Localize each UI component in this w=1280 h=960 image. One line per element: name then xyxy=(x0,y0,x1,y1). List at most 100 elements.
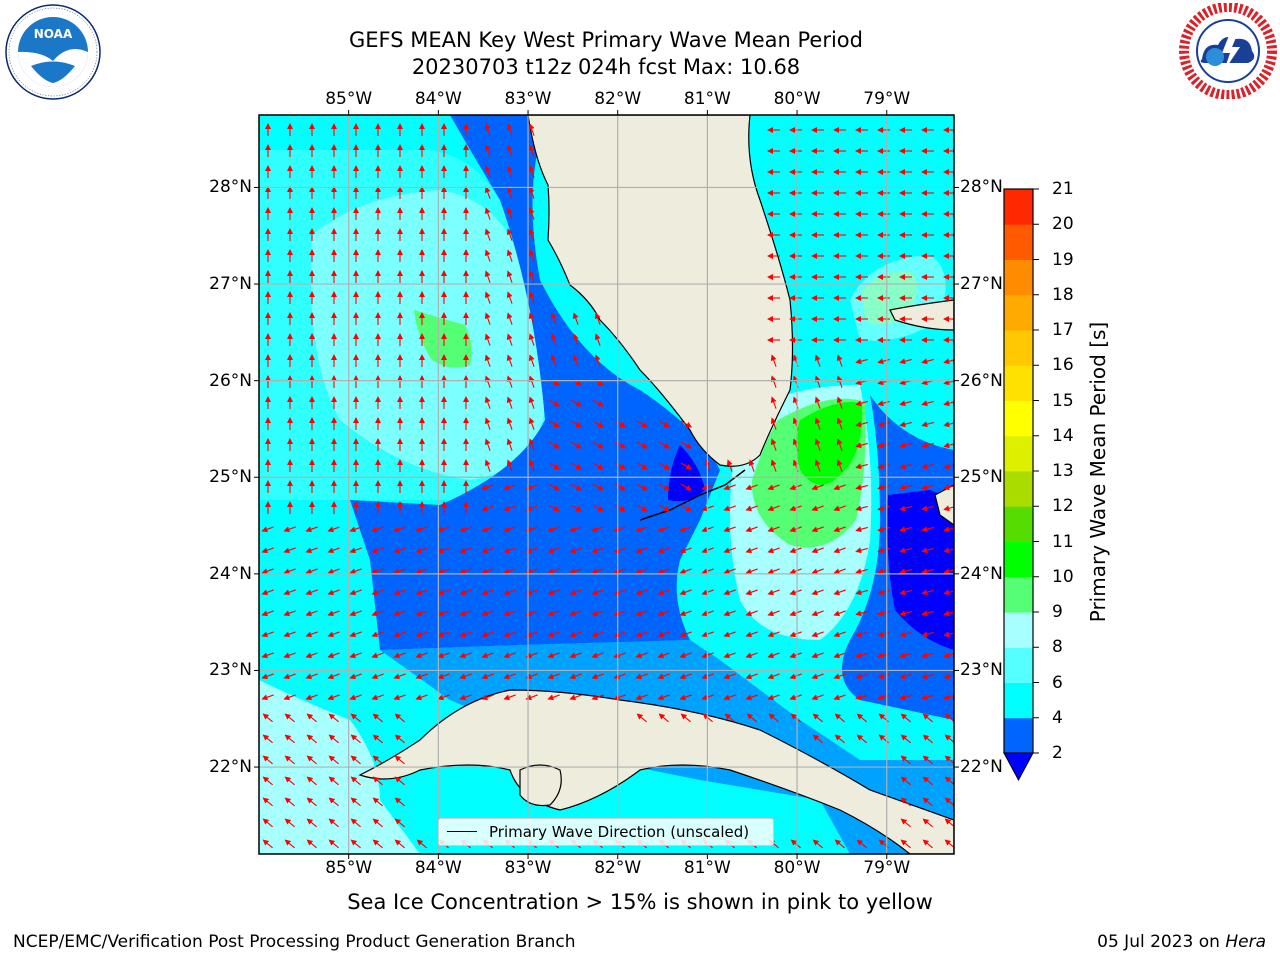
wave-arrow xyxy=(745,631,758,638)
wave-arrow xyxy=(350,713,361,723)
wave-arrow xyxy=(261,652,274,659)
colorbar-tick-label: 20 xyxy=(1052,214,1074,235)
wave-arrow xyxy=(877,442,890,449)
wave-arrow xyxy=(503,610,516,617)
map-tick-marks xyxy=(254,110,959,859)
wave-arrow xyxy=(394,818,405,828)
footer-date: 05 Jul 2023 on Hera xyxy=(1097,932,1266,952)
wave-arrow xyxy=(591,526,604,533)
wave-arrow xyxy=(679,589,692,596)
wave-arrow xyxy=(350,734,361,744)
wave-arrow xyxy=(481,547,494,554)
wave-arrow xyxy=(528,291,535,304)
wave-arrow xyxy=(306,818,317,828)
wave-arrow xyxy=(262,713,273,723)
wave-arrow xyxy=(900,818,911,828)
wave-arrow xyxy=(814,354,821,367)
wave-arrow xyxy=(636,420,649,428)
wave-arrow xyxy=(283,589,296,596)
nws-logo xyxy=(1179,3,1277,99)
colorbar-segment xyxy=(1004,400,1033,437)
wave-arrow xyxy=(790,713,801,723)
wave-arrow xyxy=(789,589,802,596)
wave-arrow xyxy=(921,652,934,659)
wave-arrow xyxy=(349,631,362,638)
wave-arrow xyxy=(328,734,339,744)
wave-arrow xyxy=(658,504,671,512)
wave-arrow xyxy=(836,438,843,451)
wave-arrow xyxy=(833,694,846,701)
wave-arrow xyxy=(657,673,670,680)
tick-label: 25°N xyxy=(209,467,252,488)
wave-arrow xyxy=(283,673,296,680)
colorbar-segment xyxy=(1004,717,1033,754)
contour-10-11s-straits xyxy=(796,402,863,485)
wave-arrow xyxy=(528,228,535,241)
wave-arrow xyxy=(594,333,601,346)
wave-arrow xyxy=(944,797,954,807)
wave-arrow xyxy=(350,755,361,765)
wave-arrow xyxy=(506,396,513,409)
wave-arrow xyxy=(636,483,649,491)
wave-arrow xyxy=(547,526,560,533)
wave-arrow xyxy=(528,144,535,157)
wave-arrow xyxy=(349,568,362,575)
wave-arrow xyxy=(701,484,714,491)
wave-arrow xyxy=(437,589,450,596)
wave-arrow xyxy=(944,755,954,765)
wave-arrow xyxy=(528,438,535,451)
wave-arrow xyxy=(503,484,516,491)
wave-arrow xyxy=(657,694,670,701)
florida-land xyxy=(527,115,794,467)
wave-arrow xyxy=(484,228,491,241)
wave-arrow xyxy=(261,694,274,701)
wave-arrow xyxy=(306,839,317,849)
wave-arrow xyxy=(503,673,516,680)
tick-label: 80°W xyxy=(773,89,821,109)
wave-arrow xyxy=(723,589,736,596)
wave-arrow xyxy=(899,652,912,659)
colorbar-segment xyxy=(1004,682,1033,719)
wave-arrow xyxy=(437,694,450,701)
wave-arrow xyxy=(569,610,582,617)
wave-arrow xyxy=(679,631,692,638)
wave-arrow xyxy=(328,797,339,807)
wave-arrow xyxy=(811,484,824,491)
wave-arrow xyxy=(812,713,823,723)
wave-arrow xyxy=(921,505,934,512)
wave-arrow xyxy=(921,568,934,575)
wave-arrow xyxy=(506,144,513,157)
wave-arrow xyxy=(701,568,714,575)
wave-arrow xyxy=(481,652,494,659)
wave-arrow xyxy=(550,333,557,346)
wave-arrow xyxy=(899,505,912,512)
wave-arrow xyxy=(481,568,494,575)
wave-arrow xyxy=(591,673,604,680)
wave-arrow xyxy=(393,694,406,701)
wave-arrow xyxy=(548,483,561,491)
wave-arrow xyxy=(503,694,516,701)
tick-label: 83°W xyxy=(504,858,552,878)
wave-arrow xyxy=(306,776,317,786)
wave-arrow xyxy=(328,713,339,723)
wave-arrow xyxy=(570,378,583,386)
wave-arrow xyxy=(283,652,296,659)
wave-arrow xyxy=(261,568,274,575)
wave-arrow xyxy=(371,652,384,659)
wave-arrow xyxy=(877,547,890,554)
wave-arrow xyxy=(789,610,802,617)
wave-arrow xyxy=(922,713,933,723)
wave-arrow xyxy=(921,400,934,407)
wave-arrow xyxy=(503,526,516,533)
wave-arrow xyxy=(506,207,513,220)
wave-arrow xyxy=(569,652,582,659)
contour-6-8s-west xyxy=(259,150,555,500)
wave-arrow xyxy=(371,526,384,533)
wave-arrow xyxy=(899,547,912,554)
colorbar-segment xyxy=(1004,541,1033,578)
wave-arrow xyxy=(877,400,890,407)
wave-arrow xyxy=(701,610,714,617)
wave-arrow xyxy=(528,165,535,178)
wave-arrow xyxy=(657,568,670,575)
